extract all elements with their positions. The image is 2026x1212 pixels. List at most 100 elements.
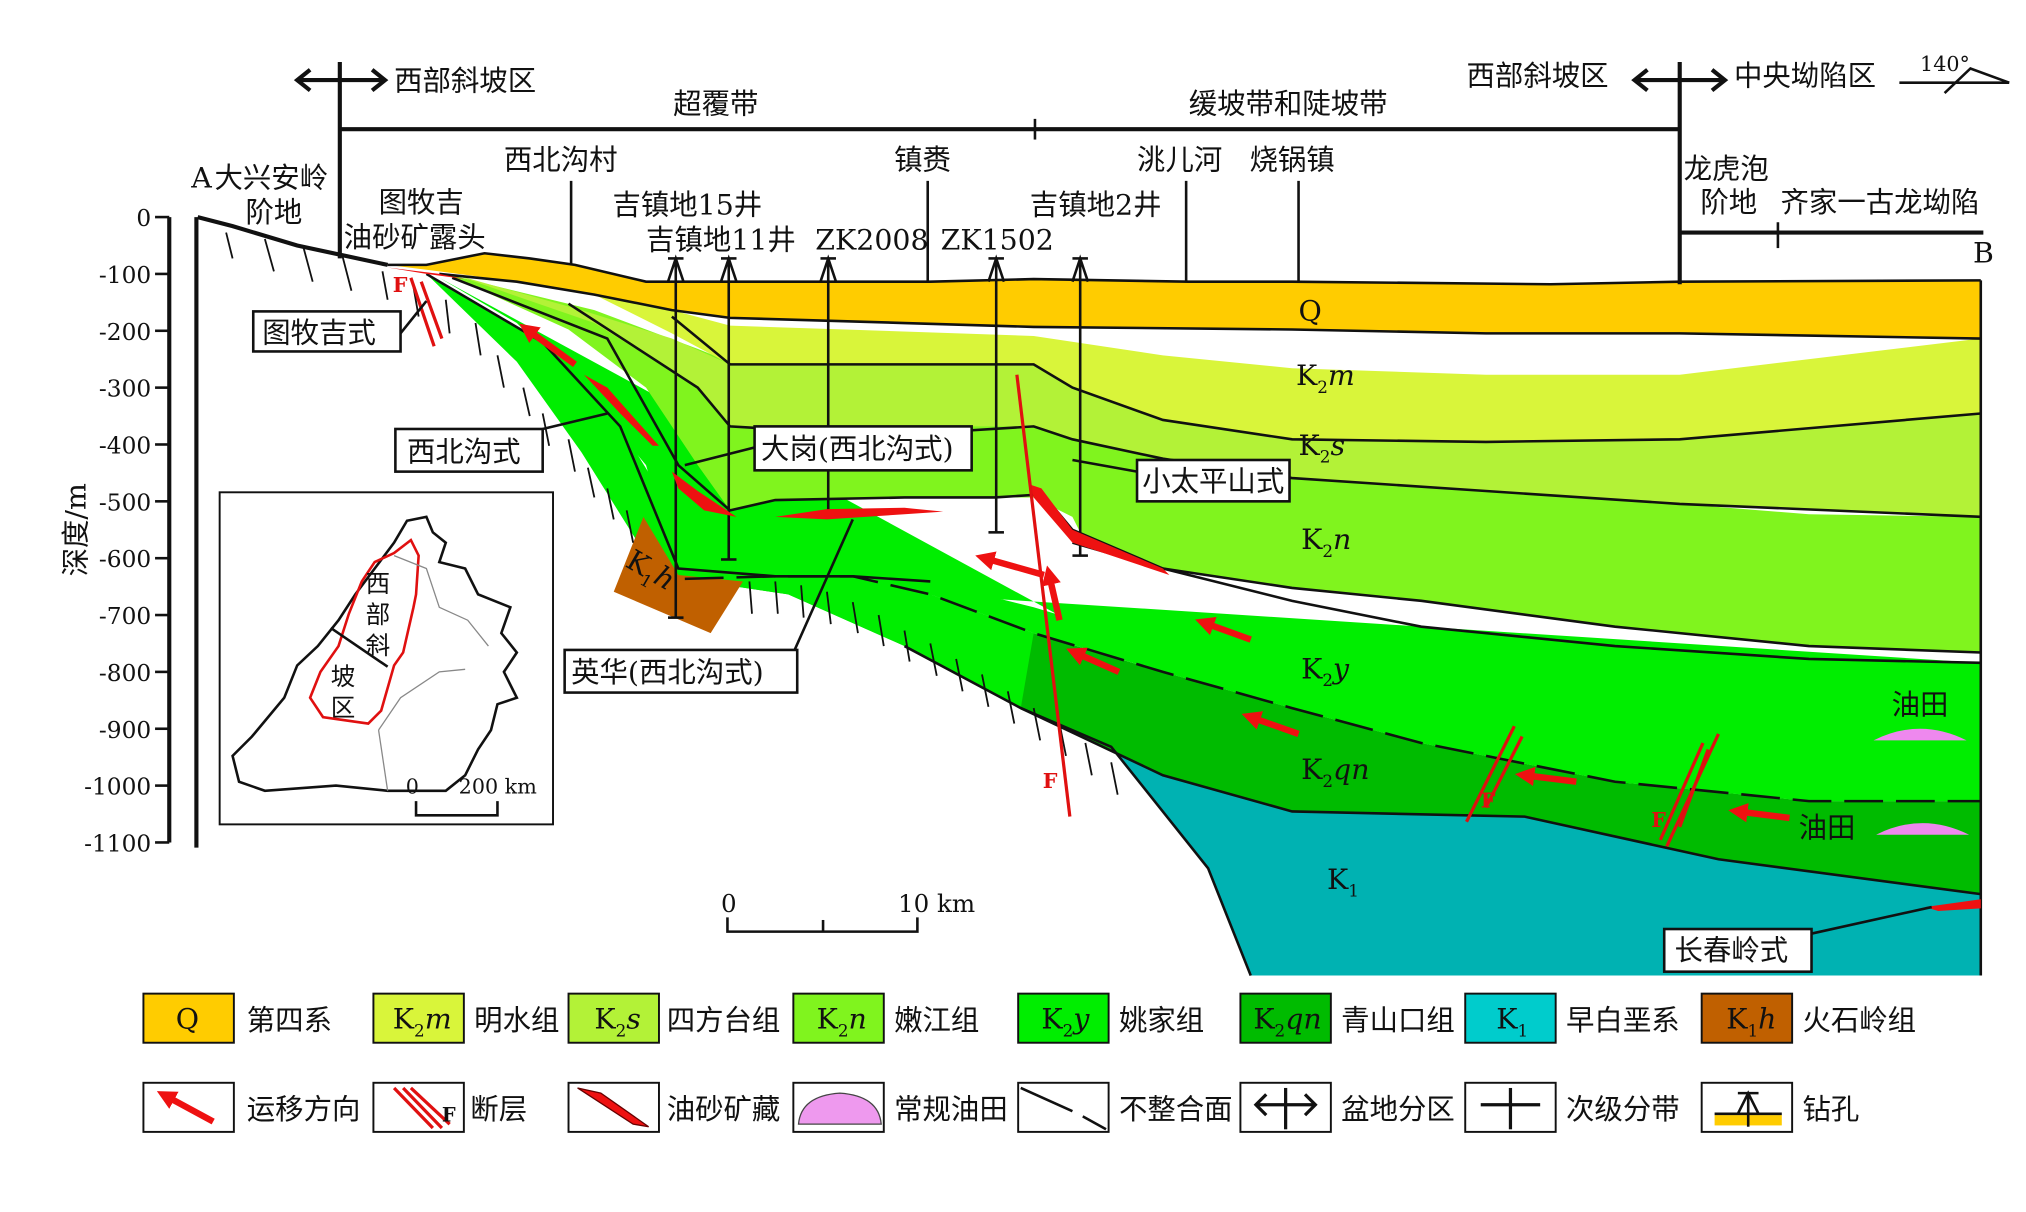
boreholes (666, 254, 1090, 619)
legend-swatch-q (142, 992, 235, 1044)
svg-text:K2m: K2m (393, 1003, 452, 1041)
xibeigou-village-label: 西北沟村 (504, 143, 618, 176)
zhenlai-label: 镇赉 (894, 143, 951, 176)
legend-label: 钻孔 (1802, 1093, 1859, 1126)
terrace-dxal-line2: 阶地 (245, 196, 302, 229)
oilfield-label: 油田 (1892, 689, 1949, 722)
inset-map: 西 部 斜 坡 区 0 200 km (218, 491, 554, 826)
callout-changchunling: 长春岭式 (1675, 934, 1789, 967)
basin-division-arrow-left (293, 68, 389, 93)
legend-label: 嫩江组 (894, 1004, 979, 1037)
shaoguo-town-label: 烧锅镇 (1249, 143, 1334, 176)
basin-division-arrow-right (1631, 68, 1729, 93)
sub-belt-icon (1480, 1087, 1541, 1130)
well-label: ZK1502 (941, 223, 1054, 256)
depth-tick: -100 (99, 262, 151, 289)
svg-text:K2qn: K2qn (1301, 753, 1369, 791)
legend-label: 油砂矿藏 (667, 1093, 781, 1126)
depth-tick: -900 (99, 717, 151, 744)
legend-label: 第四系 (247, 1004, 332, 1037)
legend-label: 青山口组 (1341, 1004, 1455, 1037)
legend-swatch-k2n (792, 992, 885, 1044)
fault-label: F (393, 273, 408, 297)
legend-label: 次级分带 (1566, 1093, 1680, 1126)
migration-arrows (519, 323, 1790, 823)
svg-text:坡: 坡 (331, 662, 356, 691)
svg-text:K2y: K2y (1301, 652, 1350, 690)
orientation-icon (1899, 66, 2010, 94)
stratum-k1h (613, 516, 743, 634)
stratum-k2m (594, 294, 1981, 442)
svg-text:K2y: K2y (1041, 1003, 1090, 1041)
svg-text:区: 区 (331, 693, 356, 722)
legend-label: 早白垩系 (1566, 1004, 1680, 1037)
terrace-dxal-line1: 大兴安岭 (214, 161, 328, 194)
fault-icon (392, 1086, 451, 1130)
zone-west-slope-left: 西部斜坡区 (394, 64, 536, 97)
unconformity-icon (1020, 1086, 1107, 1131)
depth-tick: -500 (99, 489, 151, 516)
stratum-k2y-main (426, 273, 1981, 802)
depth-tick: -600 (99, 546, 151, 573)
orientation-label: 140° (1920, 52, 1970, 76)
svg-text:K2n: K2n (817, 1003, 867, 1041)
tumuji-label-line1: 图牧吉 (379, 186, 464, 219)
legend-label: 四方台组 (667, 1004, 781, 1037)
tumuji-label-line2: 油砂矿露头 (344, 221, 486, 254)
legend-swatch-k2m (372, 992, 465, 1044)
stratum-label-q: Q (1299, 294, 1322, 327)
svg-text:K1: K1 (1496, 1003, 1528, 1041)
depth-tick: -300 (99, 376, 151, 403)
svg-text:0: 0 (721, 889, 737, 918)
fault-label: F (1651, 808, 1666, 832)
place-markers (569, 180, 1300, 282)
fault-label: F (1481, 789, 1496, 813)
oilfield-label: 油田 (1799, 811, 1856, 844)
svg-text:K2qn: K2qn (1253, 1003, 1321, 1041)
qijia-gulong-label: 齐家一古龙坳陷 (1781, 186, 1980, 219)
callouts: 图牧吉式 西北沟式 大岗(西北沟式) 英华(西北沟式) 小太平山式 长春岭式 (251, 300, 1932, 973)
svg-text:K1h: K1h (1726, 1003, 1776, 1041)
oil-sand-deposit-icon (577, 1087, 650, 1128)
legend-label: 断层 (470, 1093, 527, 1126)
depth-tick: -1000 (84, 774, 151, 801)
strata (387, 253, 1981, 976)
svg-text:10 km: 10 km (898, 889, 975, 918)
stratum-k2s (452, 273, 1981, 517)
stratum-q (387, 253, 1981, 339)
legend-swatch-k2qn (1239, 992, 1332, 1044)
basin-division-icon (1253, 1087, 1318, 1130)
svg-text:K2s: K2s (594, 1003, 640, 1041)
depth-tick: -1100 (84, 831, 151, 858)
basement-hatching (225, 232, 1119, 795)
endpoint-b: B (1973, 236, 1994, 269)
callout-xibeigou: 西北沟式 (407, 435, 521, 468)
depth-tick: -400 (99, 433, 151, 460)
borehole-legend-icon (1714, 1090, 1782, 1127)
zone-divisions (293, 62, 2010, 285)
legend-label: 姚家组 (1119, 1004, 1204, 1037)
callout-yinghua: 英华(西北沟式) (571, 656, 764, 689)
migration-arrow-icon (156, 1091, 215, 1125)
legend-row2: F 运移方向 断层 油砂矿藏 常规油田 (142, 1081, 1859, 1133)
legend-swatch-k2s (567, 992, 660, 1044)
stratum-labels: Q K2m K2s K2n K2y K2qn K1 K1h (621, 294, 1370, 901)
legend-label: 运移方向 (247, 1093, 361, 1126)
fault-label: F (1043, 769, 1058, 793)
legend-row1: Q K2m K2s K2n K2y K2qn K1 K1h 第四系 明水组 四方… (142, 992, 1916, 1044)
terrace-lhp-line2: 阶地 (1700, 186, 1757, 219)
conventional-oilfield-icon (797, 1092, 882, 1125)
depth-tick: -800 (99, 660, 151, 687)
svg-text:K2n: K2n (1301, 523, 1351, 561)
callout-dagang: 大岗(西北沟式) (761, 433, 954, 466)
svg-text:K1: K1 (1327, 863, 1359, 901)
callout-xiaotaipingshan: 小太平山式 (1142, 465, 1284, 498)
well-label: 吉镇地11井 (646, 223, 796, 256)
zone-overlap-belt: 超覆带 (673, 88, 758, 121)
well-label: 吉镇地15井 (612, 188, 762, 221)
svg-text:Q: Q (176, 1003, 199, 1036)
depth-tick: 0 (136, 205, 151, 232)
terrace-lhp-line1: 龙虎泡 (1684, 152, 1769, 185)
svg-text:0: 0 (406, 774, 419, 798)
legend-label: 明水组 (474, 1004, 559, 1037)
